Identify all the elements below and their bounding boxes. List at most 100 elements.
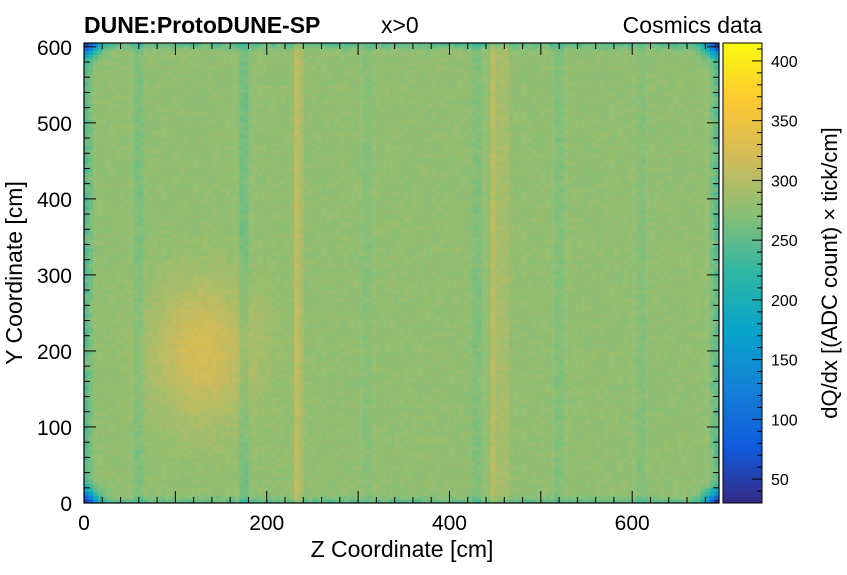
heatmap-cell xyxy=(221,43,227,48)
heatmap-cell xyxy=(129,198,135,204)
heatmap-cell xyxy=(106,392,112,397)
heatmap-cell xyxy=(230,476,236,481)
heatmap-cell xyxy=(152,328,158,333)
heatmap-cell xyxy=(198,141,204,147)
heatmap-cell xyxy=(120,358,126,363)
heatmap-cell xyxy=(115,141,121,147)
heatmap-cell xyxy=(221,320,227,325)
heatmap-cell xyxy=(161,107,167,112)
heatmap-cell xyxy=(253,369,258,375)
heatmap-cell xyxy=(161,73,167,78)
heatmap-cell xyxy=(125,274,131,280)
heatmap-cell xyxy=(93,172,99,177)
heatmap-cell xyxy=(166,271,172,276)
heatmap-cell xyxy=(125,145,131,150)
heatmap-cell xyxy=(189,69,195,74)
heatmap-cell xyxy=(106,385,112,390)
heatmap-cell xyxy=(234,172,240,177)
heatmap-cell xyxy=(239,119,245,124)
heatmap-cell xyxy=(243,229,249,234)
heatmap-cell xyxy=(147,73,153,78)
heatmap-cell xyxy=(102,328,108,333)
heatmap-cell xyxy=(111,191,117,196)
heatmap-cell xyxy=(207,335,213,340)
heatmap-cell xyxy=(262,153,268,158)
heatmap-cell xyxy=(266,259,272,264)
heatmap-cell xyxy=(147,43,153,48)
heatmap-cell xyxy=(143,274,149,280)
heatmap-cell xyxy=(125,309,131,314)
heatmap-cell xyxy=(239,252,245,257)
heatmap-cell xyxy=(134,103,140,109)
heatmap-cell xyxy=(179,198,185,204)
heatmap-cell xyxy=(129,107,135,112)
heatmap-cell xyxy=(179,286,185,291)
heatmap-cell xyxy=(243,259,249,264)
heatmap-cell xyxy=(193,115,199,120)
heatmap-cell xyxy=(129,69,135,74)
heatmap-cell xyxy=(111,388,117,394)
heatmap-cell xyxy=(202,366,208,371)
heatmap-cell xyxy=(230,305,236,310)
heatmap-cell xyxy=(106,244,112,249)
heatmap-cell xyxy=(221,126,227,131)
heatmap-cell xyxy=(179,69,185,74)
heatmap-cell xyxy=(134,50,140,55)
heatmap-cell xyxy=(88,366,94,371)
heatmap-cell xyxy=(193,453,199,458)
heatmap-cell xyxy=(179,480,185,485)
heatmap-cell xyxy=(243,103,249,109)
heatmap-cell xyxy=(175,453,181,458)
heatmap-cell xyxy=(88,445,94,451)
heatmap-cell xyxy=(248,130,254,135)
heatmap-cell xyxy=(193,214,199,219)
heatmap-cell xyxy=(193,130,199,135)
heatmap-cell xyxy=(138,335,144,340)
heatmap-cell xyxy=(230,369,236,375)
heatmap-cell xyxy=(102,400,108,405)
heatmap-cell xyxy=(266,96,272,101)
heatmap-cell xyxy=(134,461,140,466)
heatmap-cell xyxy=(138,96,144,101)
heatmap-cell xyxy=(225,305,231,310)
heatmap-cell xyxy=(115,369,121,375)
heatmap-cell xyxy=(239,472,245,477)
heatmap-cell xyxy=(93,157,99,162)
heatmap-cell xyxy=(184,476,190,481)
heatmap-cell xyxy=(198,172,204,177)
heatmap-cell xyxy=(120,236,126,242)
heatmap-cell xyxy=(207,407,213,413)
heatmap-cell xyxy=(120,362,126,367)
heatmap-cell xyxy=(152,423,158,428)
heatmap-cell xyxy=(175,347,181,352)
heatmap-cell xyxy=(216,438,222,443)
heatmap-cell xyxy=(262,50,268,55)
heatmap-cell xyxy=(198,415,204,420)
heatmap-cell xyxy=(248,126,254,131)
heatmap-cell xyxy=(166,468,172,473)
heatmap-cell xyxy=(166,309,172,314)
heatmap-cell xyxy=(184,69,190,74)
heatmap-cell xyxy=(179,236,185,242)
heatmap-cell xyxy=(184,160,190,166)
heatmap-cell xyxy=(257,476,263,481)
heatmap-cell xyxy=(243,88,249,93)
heatmap-cell xyxy=(257,81,263,86)
heatmap-cell xyxy=(198,244,204,249)
heatmap-cell xyxy=(93,423,99,428)
heatmap-cell xyxy=(115,468,121,473)
heatmap-cell xyxy=(134,320,140,325)
heatmap-cell xyxy=(189,210,195,215)
heatmap-cell xyxy=(184,426,190,432)
heatmap-cell xyxy=(134,198,140,204)
heatmap-cell xyxy=(170,347,176,352)
heatmap-cell xyxy=(189,400,195,405)
heatmap-cell xyxy=(170,358,176,363)
heatmap-cell xyxy=(211,107,217,112)
heatmap-cell xyxy=(216,160,222,166)
heatmap-cell xyxy=(157,141,163,147)
heatmap-cell xyxy=(248,119,254,124)
heatmap-cell xyxy=(175,119,181,124)
heatmap-cell xyxy=(106,274,112,280)
heatmap-cell xyxy=(161,331,167,337)
